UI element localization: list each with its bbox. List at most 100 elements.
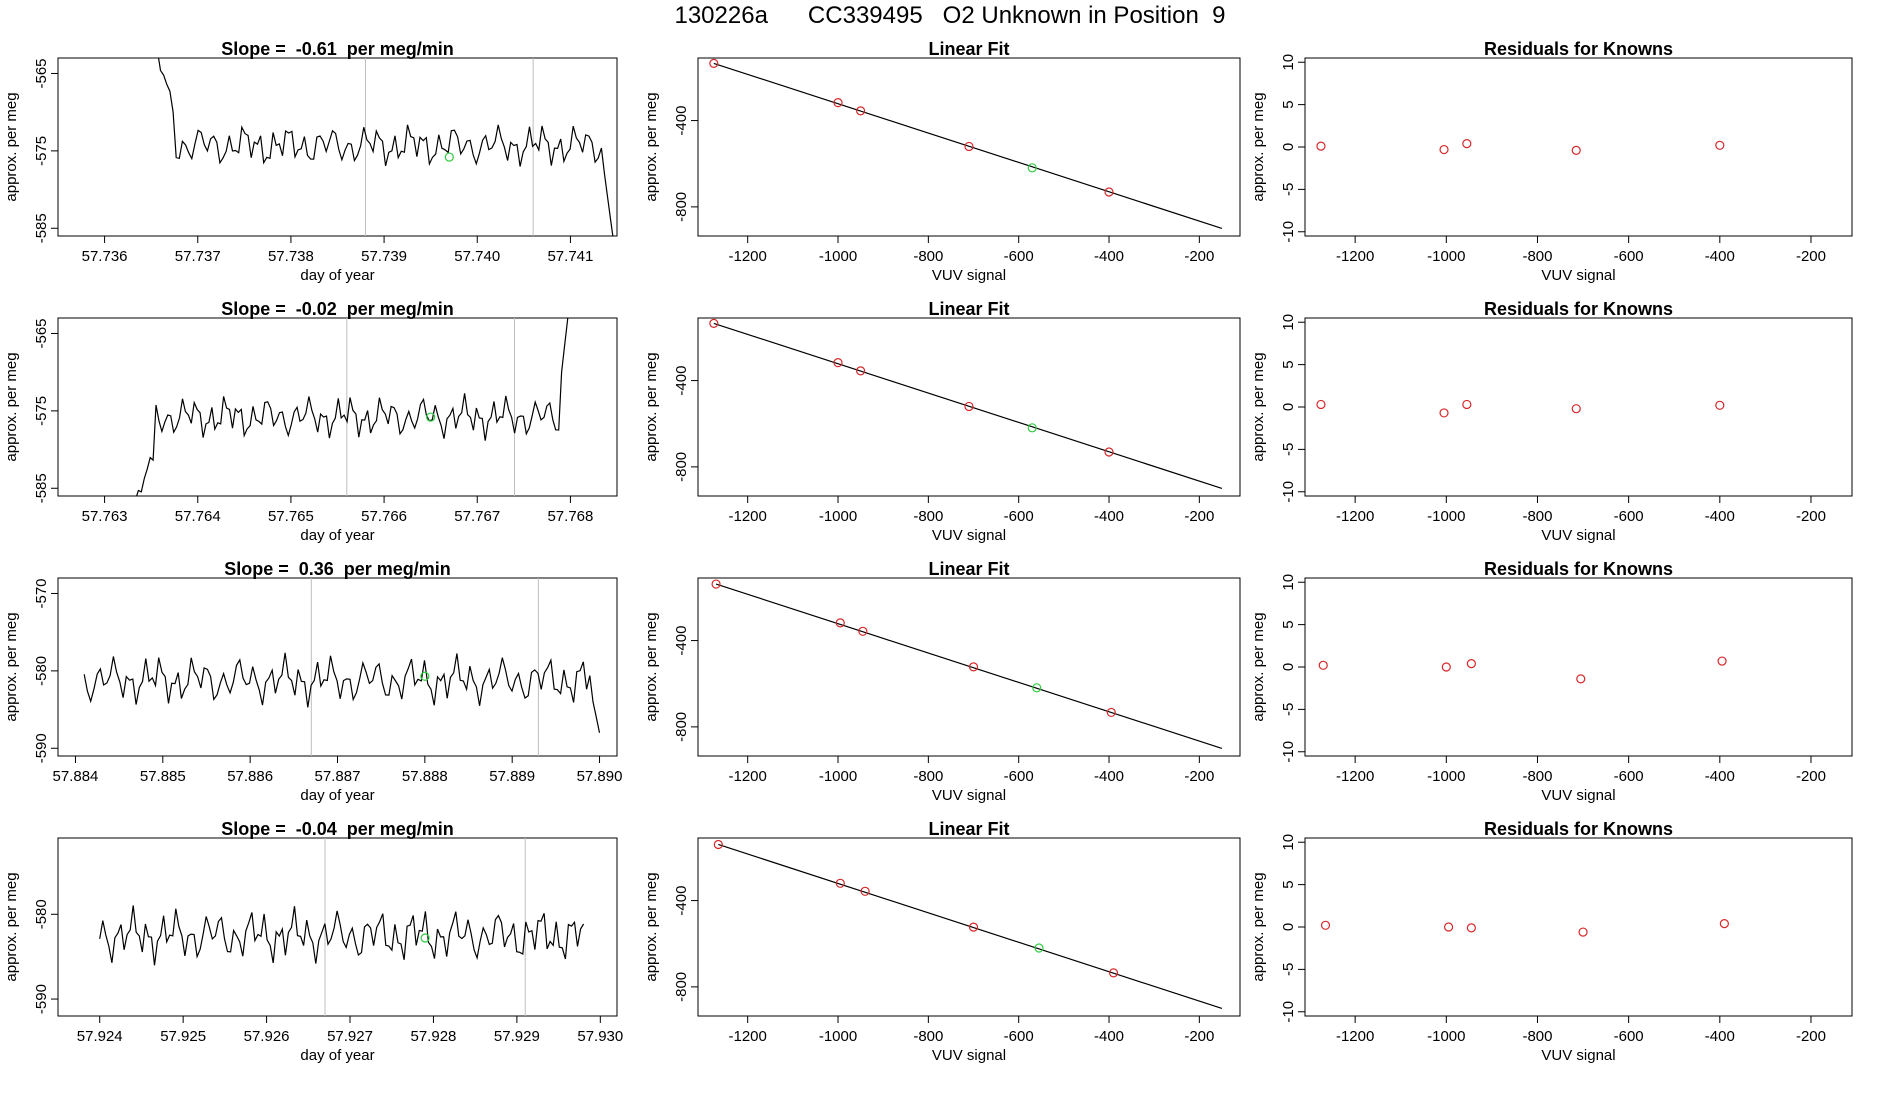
x-tick-label: -800 [913,248,943,265]
x-axis-label: VUV signal [1541,527,1615,544]
x-tick-label: -1200 [1336,1028,1374,1045]
y-tick-label: -575 [33,136,50,166]
y-tick-label: 0 [1280,663,1297,671]
x-axis-label: VUV signal [1541,267,1615,284]
unknown-point [420,933,430,943]
y-tick-label: -400 [673,366,690,396]
x-tick-label: 57.930 [577,1028,623,1045]
y-axis-label: approx. per meg [643,872,660,981]
y-tick-label: -590 [33,733,50,763]
y-axis-label: approx. per meg [3,872,20,981]
y-tick-label: 0 [1280,923,1297,931]
panel-residuals-row-3: Residuals for Knowns -1200 -1000 -800 -600 -4… [1250,559,1853,804]
plot-area [1318,656,1727,684]
known-point [964,401,974,412]
plot-area [713,839,1223,1010]
panel-title: Linear Fit [928,39,1009,59]
known-point [1715,400,1725,410]
x-tick-label: -200 [1184,768,1214,785]
known-point [1571,404,1581,414]
y-tick-label: -580 [33,656,50,686]
y-tick-label: -565 [33,58,50,88]
known-point [1462,399,1472,410]
x-tick-label: 57.927 [327,1028,373,1045]
y-axis-label: approx. per meg [1250,872,1267,981]
x-tick-label: -400 [1705,1028,1735,1045]
x-tick-label: 57.768 [547,508,593,525]
plot-area [1316,399,1725,418]
plot-frame [1304,577,1853,757]
known-point [1439,144,1449,155]
plot-frame [57,57,618,237]
plot-area [83,578,601,756]
plot-area [1316,139,1725,155]
y-tick-label: -10 [1280,221,1297,243]
x-tick-label: -800 [913,768,943,785]
x-tick-label: -200 [1796,248,1826,265]
series-line [157,58,614,236]
plot-frame [697,317,1241,497]
x-tick-label: -1000 [819,248,857,265]
y-tick-label: -400 [673,886,690,916]
known-point [855,106,866,116]
plot-area [157,58,614,236]
x-tick-label: -1200 [1336,508,1374,525]
x-tick-label: 57.926 [244,1028,290,1045]
plot-area [1320,919,1729,937]
known-point [1715,140,1725,150]
y-tick-label: -800 [673,712,690,742]
y-axis-label: approx. per meg [3,612,20,721]
panel-linear-fit-row-1: Linear Fit -1200 -1000 -800 -600 -400 -200 -400… [643,39,1241,284]
x-tick-label: -400 [1094,1028,1124,1045]
panel-title: Linear Fit [928,819,1009,839]
y-tick-label: -800 [673,452,690,482]
y-tick-label: -10 [1280,481,1297,503]
known-point [835,618,845,628]
x-tick-label: -200 [1184,1028,1214,1045]
y-tick-label: -565 [33,318,50,348]
x-tick-label: 57.890 [577,768,623,785]
known-point [968,922,979,932]
x-tick-label: -200 [1796,1028,1826,1045]
x-tick-label: 57.884 [53,768,99,785]
known-point [1578,927,1588,937]
x-tick-label: 57.925 [160,1028,206,1045]
x-tick-label: -800 [1522,768,1552,785]
y-tick-label: 5 [1280,100,1297,108]
plot-area [711,579,1223,750]
x-tick-label: 57.736 [82,248,128,265]
x-tick-label: -200 [1796,768,1826,785]
x-tick-label: -400 [1705,768,1735,785]
unknown-point [420,671,430,681]
x-tick-label: -200 [1184,508,1214,525]
x-tick-label: -200 [1184,248,1214,265]
x-axis-label: day of year [300,267,374,284]
x-tick-label: 57.889 [489,768,535,785]
x-axis-label: day of year [300,787,374,804]
x-axis-label: day of year [300,527,374,544]
y-tick-label: -590 [33,984,50,1014]
series-line [83,652,601,733]
x-tick-label: 57.740 [454,248,500,265]
plot-area [709,58,1223,230]
x-tick-label: -600 [1614,508,1644,525]
y-tick-label: -575 [33,396,50,426]
x-tick-label: -200 [1796,508,1826,525]
x-tick-label: -1200 [1336,248,1374,265]
known-point [1719,919,1729,929]
x-tick-label: 57.738 [268,248,314,265]
x-tick-label: 57.741 [547,248,593,265]
y-tick-label: 5 [1280,360,1297,368]
y-axis-label: approx. per meg [643,92,660,201]
x-tick-label: -600 [1004,1028,1034,1045]
y-tick-label: -5 [1280,443,1297,456]
x-tick-label: -1000 [1427,1028,1465,1045]
plot-frame [57,317,618,497]
x-tick-label: -800 [1522,248,1552,265]
plot-frame [697,577,1241,757]
page-title: 130226a CC339495 O2 Unknown in Position … [674,2,1226,29]
known-point [833,98,843,108]
plot-frame [697,837,1241,1017]
known-point [1316,141,1326,151]
x-tick-label: 57.887 [315,768,361,785]
